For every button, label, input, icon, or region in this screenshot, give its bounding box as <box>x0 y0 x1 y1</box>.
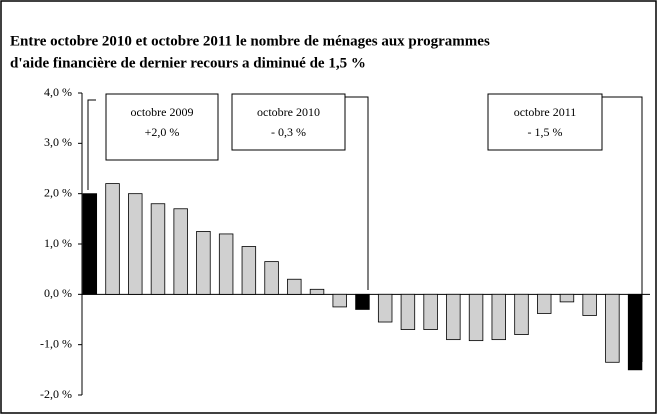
connector <box>345 96 369 290</box>
bar <box>128 193 143 295</box>
annotation-text: - 0,3 % <box>271 125 306 139</box>
connector <box>87 99 96 190</box>
annotation-text: octobre 2010 <box>257 105 320 119</box>
annotation-box <box>231 93 346 151</box>
chart-title: Entre octobre 2010 et octobre 2011 le no… <box>10 33 490 49</box>
connector <box>602 96 643 362</box>
y-tick-label: -1,0 % <box>40 336 72 350</box>
bar <box>468 293 484 342</box>
y-tick-label: 3,0 % <box>44 135 72 149</box>
bar <box>605 293 620 363</box>
bar <box>400 293 416 330</box>
bar <box>105 183 120 295</box>
bar <box>218 233 234 295</box>
bar <box>150 203 166 295</box>
bar <box>196 231 211 295</box>
annotation-text: - 1,5 % <box>528 125 563 139</box>
bar <box>355 293 370 310</box>
annotation-text: octobre 2009 <box>131 105 194 119</box>
bar <box>514 293 529 336</box>
connectors <box>87 96 643 362</box>
bar <box>537 293 552 314</box>
bar <box>582 293 597 316</box>
bar <box>423 293 438 330</box>
bar <box>332 293 347 308</box>
annotation-box <box>105 93 219 161</box>
bar <box>173 208 188 295</box>
y-tick-label: -2,0 % <box>40 387 72 401</box>
bar <box>287 278 302 295</box>
bar <box>309 288 325 295</box>
bar <box>491 293 506 341</box>
annotation-box <box>487 93 603 151</box>
bar <box>627 293 643 371</box>
y-tick-label: 4,0 % <box>44 85 72 99</box>
chart-title: d'aide financière de dernier recours a d… <box>10 55 366 71</box>
bar <box>377 293 393 323</box>
y-tick-label: 0,0 % <box>44 286 72 300</box>
annotation-text: octobre 2011 <box>514 105 577 119</box>
y-tick-label: 2,0 % <box>44 185 72 199</box>
bar <box>241 246 257 295</box>
bar <box>446 293 461 341</box>
y-tick-label: 1,0 % <box>44 236 72 250</box>
annotation-text: +2,0 % <box>145 125 180 139</box>
bar <box>264 261 279 295</box>
bar <box>82 193 98 295</box>
bar <box>559 293 575 303</box>
